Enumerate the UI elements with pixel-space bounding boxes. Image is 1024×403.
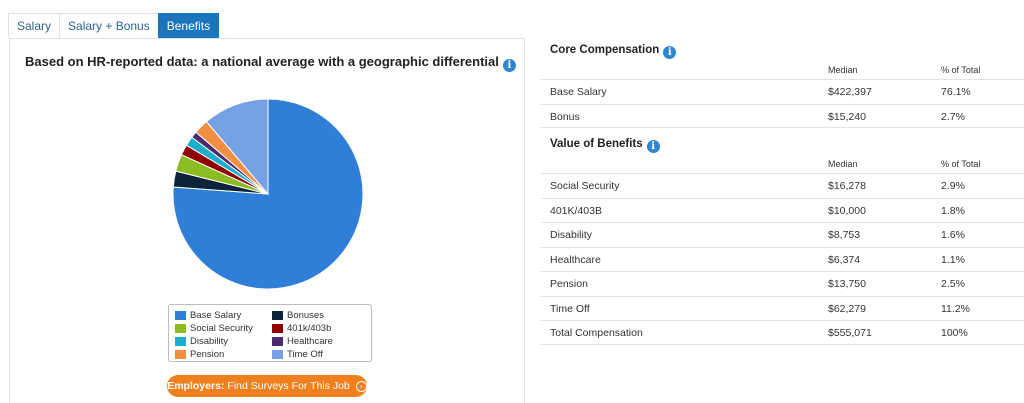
tab-salary-bonus[interactable]: Salary + Bonus (59, 13, 159, 38)
row-median: $555,071 (828, 327, 872, 339)
row-label: 401K/403B (550, 204, 602, 217)
legend-swatch (175, 337, 186, 346)
compensation-tables: Core Compensation i Median % of Total Bas… (540, 38, 1024, 345)
info-icon[interactable]: i (502, 59, 516, 72)
row-median: $8,753 (828, 229, 861, 241)
pie-slice-time-off[interactable] (205, 98, 269, 196)
value-of-benefits-title: Value of Benefits i (540, 132, 1024, 156)
legend-item[interactable]: Base Salary (175, 309, 272, 321)
pie-slices (172, 98, 364, 290)
row-label: Bonus (550, 110, 580, 123)
legend-label: Base Salary (190, 309, 242, 321)
table-row: Pension $13,750 2.5% (540, 271, 1024, 296)
table-row: Base Salary $422,397 76.1% (540, 79, 1024, 104)
col-pct-header: % of Total (941, 159, 981, 169)
row-pct: 1.8% (941, 204, 965, 217)
legend-label: 401k/403b (287, 322, 332, 334)
row-label: Pension (550, 278, 588, 290)
cta-bold-label: Employers: (167, 380, 225, 392)
row-median: $16,278 (828, 180, 866, 192)
benefits-title-label: Value of Benefits (550, 138, 643, 150)
core-column-headers: Median % of Total (540, 62, 1024, 79)
legend-swatch (272, 323, 283, 333)
row-median: $6,374 (828, 253, 861, 266)
benefit-rows: Social Security $16,278 2.9% 401K/403B $10,0… (540, 173, 1024, 345)
row-pct: 1.6% (941, 229, 965, 241)
row-label: Healthcare (550, 253, 601, 266)
row-pct: 11.2% (941, 302, 970, 315)
info-icon[interactable]: i (646, 140, 660, 153)
col-pct-header: % of Total (941, 65, 981, 75)
row-label: Social Security (550, 180, 620, 192)
tab-benefits[interactable]: Benefits (157, 13, 220, 38)
row-pct: 2.9% (941, 180, 965, 192)
row-pct: 76.1% (941, 86, 971, 98)
legend-swatch (175, 310, 186, 320)
row-median: $422,397 (828, 86, 872, 98)
legend-swatch (272, 310, 283, 320)
chart-title: Based on HR-reported data: a national av… (25, 54, 499, 69)
legend-item[interactable]: Bonuses (272, 309, 369, 321)
chart-title-row: Based on HR-reported data: a national av… (25, 54, 516, 72)
legend-swatch (175, 323, 186, 333)
legend-label: Healthcare (287, 336, 333, 347)
row-label: Time Off (550, 302, 590, 315)
table-row: Bonus $15,240 2.7% (540, 103, 1024, 128)
row-label: Total Compensation (550, 327, 643, 339)
legend-item[interactable]: 401k/403b (272, 322, 369, 334)
legend-label: Pension (190, 349, 225, 361)
legend-swatch (175, 350, 186, 360)
table-row: Social Security $16,278 2.9% (540, 173, 1024, 198)
pie-slice-base-salary[interactable] (172, 98, 364, 290)
legend-swatch (272, 350, 283, 360)
legend-swatch (272, 337, 283, 346)
table-row: Total Compensation $555,071 100% (540, 320, 1024, 345)
row-pct: 2.7% (941, 110, 965, 123)
row-label: Base Salary (550, 86, 607, 98)
chart-panel: Based on HR-reported data: a national av… (9, 38, 525, 403)
table-row: Disability $8,753 1.6% (540, 222, 1024, 247)
legend-item[interactable]: Social Security (175, 322, 272, 334)
info-icon[interactable]: i (663, 46, 677, 59)
cta-label: Find Surveys For This Job (227, 380, 350, 392)
col-median-header: Median (828, 159, 858, 169)
legend-label: Bonuses (287, 309, 324, 321)
find-surveys-button[interactable]: Employers: Find Surveys For This Job › (167, 375, 367, 397)
row-label: Disability (550, 229, 593, 241)
benefits-column-headers: Median % of Total (540, 156, 1024, 173)
legend-label: Disability (190, 336, 229, 347)
tab-bar: Salary Salary + Bonus Benefits (8, 13, 220, 38)
row-pct: 100% (941, 327, 968, 339)
col-median-header: Median (828, 65, 858, 75)
legend-item[interactable]: Healthcare (272, 336, 369, 348)
row-median: $62,279 (828, 302, 866, 315)
chart-legend: Base Salary Bonuses Social Security 401k/40… (168, 304, 372, 362)
arrow-right-circle-icon: › (355, 380, 367, 392)
row-pct: 2.5% (941, 278, 965, 290)
table-row: 401K/403B $10,000 1.8% (540, 197, 1024, 223)
table-row: Healthcare $6,374 1.1% (540, 246, 1024, 272)
row-median: $15,240 (828, 110, 866, 123)
pie-chart (172, 98, 364, 290)
legend-label: Social Security (190, 322, 253, 334)
core-compensation-title: Core Compensation i (540, 38, 1024, 62)
row-pct: 1.1% (941, 253, 965, 266)
tab-salary[interactable]: Salary (8, 13, 61, 38)
legend-item[interactable]: Pension (175, 349, 272, 361)
legend-item[interactable]: Time Off (272, 349, 369, 361)
legend-item[interactable]: Disability (175, 336, 272, 348)
row-median: $13,750 (828, 278, 866, 290)
table-row: Time Off $62,279 11.2% (540, 295, 1024, 321)
legend-label: Time Off (287, 349, 323, 361)
core-title-label: Core Compensation (550, 44, 660, 56)
core-rows: Base Salary $422,397 76.1% Bonus $15,240 2.7% (540, 79, 1024, 128)
row-median: $10,000 (828, 204, 866, 217)
